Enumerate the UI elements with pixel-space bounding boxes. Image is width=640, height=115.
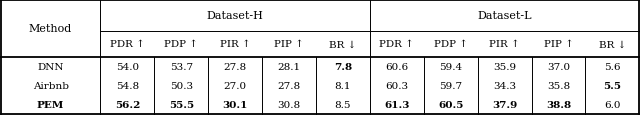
Text: 60.5: 60.5 — [438, 100, 463, 109]
Text: 30.1: 30.1 — [223, 100, 248, 109]
Text: Dataset-L: Dataset-L — [477, 11, 532, 21]
Text: 35.9: 35.9 — [493, 62, 516, 71]
Text: Dataset-H: Dataset-H — [207, 11, 264, 21]
Text: 34.3: 34.3 — [493, 81, 516, 90]
Text: PDP ↑: PDP ↑ — [164, 40, 198, 49]
Text: 8.1: 8.1 — [335, 81, 351, 90]
Text: 27.0: 27.0 — [223, 81, 247, 90]
Text: 60.3: 60.3 — [385, 81, 408, 90]
Text: 59.7: 59.7 — [439, 81, 462, 90]
Text: 60.6: 60.6 — [385, 62, 408, 71]
Text: 7.8: 7.8 — [334, 62, 352, 71]
Text: PIR ↑: PIR ↑ — [489, 40, 520, 49]
Text: 5.6: 5.6 — [604, 62, 621, 71]
Text: PEM: PEM — [37, 100, 64, 109]
Text: DNN: DNN — [37, 62, 64, 71]
Text: 55.5: 55.5 — [169, 100, 194, 109]
Text: PIP ↑: PIP ↑ — [274, 40, 304, 49]
Text: 37.0: 37.0 — [547, 62, 570, 71]
Text: 56.2: 56.2 — [115, 100, 140, 109]
Text: 53.7: 53.7 — [170, 62, 193, 71]
Text: 38.8: 38.8 — [546, 100, 571, 109]
Text: 61.3: 61.3 — [384, 100, 410, 109]
Text: 27.8: 27.8 — [223, 62, 247, 71]
Text: PIP ↑: PIP ↑ — [543, 40, 573, 49]
Text: PIR ↑: PIR ↑ — [220, 40, 250, 49]
Text: 28.1: 28.1 — [278, 62, 301, 71]
Text: Method: Method — [29, 24, 72, 34]
Text: PDR ↑: PDR ↑ — [110, 40, 145, 49]
Text: 35.8: 35.8 — [547, 81, 570, 90]
Text: 54.0: 54.0 — [116, 62, 139, 71]
Text: PDR ↑: PDR ↑ — [380, 40, 414, 49]
Text: Airbnb: Airbnb — [33, 81, 68, 90]
Text: 5.5: 5.5 — [604, 81, 621, 90]
Text: 54.8: 54.8 — [116, 81, 139, 90]
Text: 8.5: 8.5 — [335, 100, 351, 109]
Text: 27.8: 27.8 — [278, 81, 301, 90]
Text: PDP ↑: PDP ↑ — [434, 40, 468, 49]
Text: BR ↓: BR ↓ — [329, 40, 356, 49]
Text: 50.3: 50.3 — [170, 81, 193, 90]
Text: BR ↓: BR ↓ — [598, 40, 626, 49]
Text: 37.9: 37.9 — [492, 100, 517, 109]
Text: 6.0: 6.0 — [604, 100, 621, 109]
Text: 30.8: 30.8 — [278, 100, 301, 109]
Text: 59.4: 59.4 — [439, 62, 462, 71]
